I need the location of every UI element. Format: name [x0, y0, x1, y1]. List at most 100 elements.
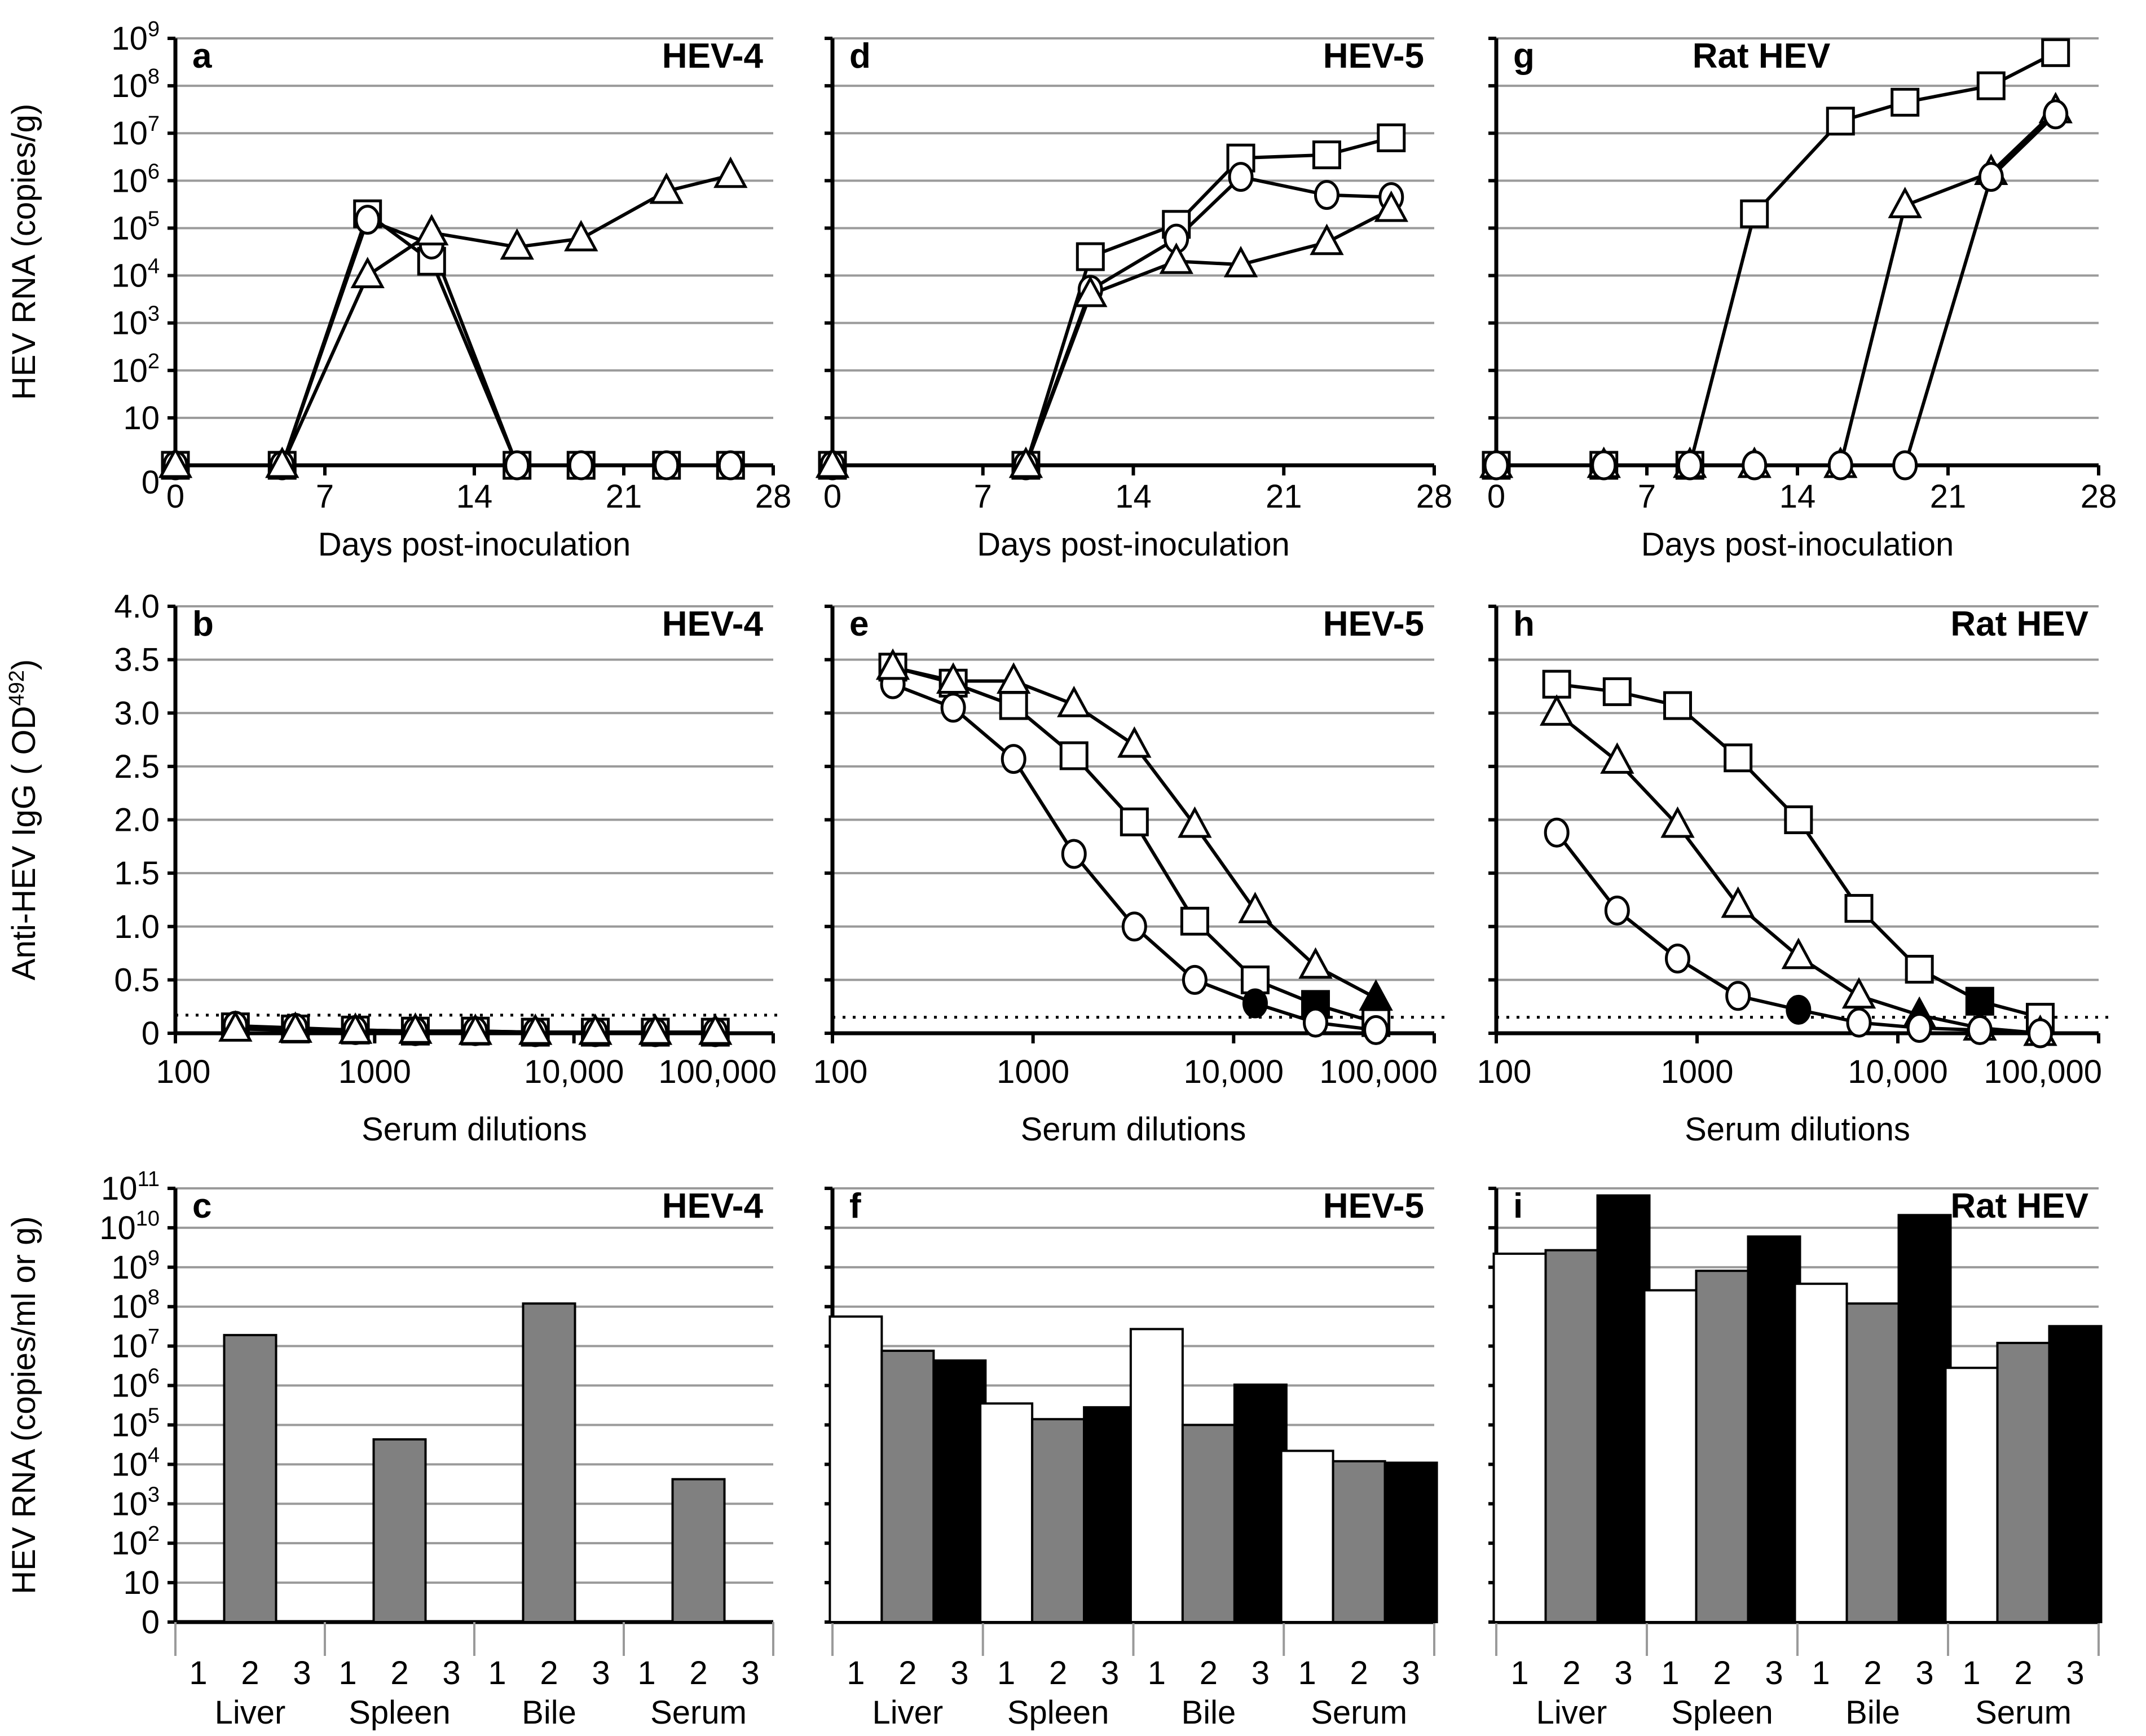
tick-base: 10	[111, 162, 148, 199]
series-line-square	[892, 665, 1377, 1024]
tick-base: 10	[111, 258, 148, 294]
marker-square	[1905, 954, 1934, 984]
bar-index-label: 2	[2014, 1655, 2032, 1691]
y-tick-label: 104	[111, 1443, 160, 1483]
marker-circle	[1001, 744, 1026, 774]
panel-d: d HEV-5 0 7 14 21 28 Days post-inoculation	[815, 37, 1452, 563]
marker-circle	[717, 450, 743, 481]
tick-exponent: 4	[148, 1443, 160, 1467]
marker-triangle	[398, 1012, 433, 1044]
marker-triangle	[500, 228, 534, 260]
marker-circle	[1978, 162, 2004, 192]
marker-circle	[504, 450, 530, 481]
bar-index-label: 2	[898, 1655, 916, 1691]
y-tick-label: 10	[123, 1565, 160, 1601]
x-tick-label: 1000	[338, 1054, 411, 1090]
marker-circle	[1742, 450, 1768, 481]
y-axis-title-part: Anti-HEV IgG ( OD	[6, 706, 42, 981]
x-tick-label: 7	[1638, 478, 1656, 515]
tick-exponent: 5	[148, 1404, 160, 1427]
y-tick-label: 108	[111, 65, 160, 104]
bar-liver-3	[1596, 1194, 1651, 1623]
marker-circle	[2043, 99, 2069, 130]
y-axis-title: Anti-HEV IgG ( OD492)	[5, 659, 42, 980]
series-line-circle	[175, 217, 731, 467]
marker-triangle	[1600, 742, 1634, 774]
y-tick-label: 4.0	[114, 588, 160, 625]
x-axis-title: Days post-inoculation	[318, 526, 631, 563]
x-tick-label: 0	[166, 478, 184, 515]
marker-square	[1312, 140, 1341, 170]
tick-base: 10	[111, 1289, 148, 1325]
marker-triangle	[278, 1011, 312, 1043]
marker-square	[1724, 743, 1753, 773]
marker-circle	[1967, 1015, 1993, 1045]
marker-square	[1784, 805, 1813, 834]
bar-bile-1	[1794, 1283, 1848, 1623]
x-tick-label: 100,000	[1984, 1054, 2102, 1090]
y-tick-label: 0	[142, 1604, 160, 1641]
marker-circle	[1544, 817, 1570, 848]
tick-exponent: 9	[148, 1246, 160, 1270]
bar-index-label: 3	[741, 1655, 759, 1691]
marker-circle	[1061, 839, 1087, 869]
y-tick-label: 109	[111, 17, 160, 57]
series-line-circle	[832, 175, 1391, 467]
marker-triangle	[1057, 685, 1091, 717]
tick-exponent: 8	[148, 1286, 160, 1310]
tick-base: 10	[111, 1328, 148, 1365]
tick-base: 10	[123, 1565, 160, 1601]
marker-circle	[940, 693, 966, 723]
bar-serum-1	[1280, 1449, 1334, 1624]
category-label: Spleen	[1671, 1694, 1773, 1731]
x-tick-label: 100	[813, 1054, 868, 1090]
marker-circle	[1483, 450, 1509, 481]
marker-circle	[1182, 964, 1208, 995]
tick-base: 0	[142, 1604, 160, 1641]
tick-base: 10	[111, 305, 148, 342]
x-tick-label: 21	[606, 478, 642, 515]
tick-base: 10	[111, 353, 148, 389]
y-tick-label: 0	[142, 1015, 160, 1052]
marker-triangle	[875, 648, 910, 680]
marker-circle	[568, 450, 594, 481]
series-line-triangle	[1496, 109, 2057, 467]
x-tick-label: 10,000	[1848, 1054, 1947, 1090]
panel-letter: a	[192, 37, 212, 76]
tick-exponent: 11	[138, 1167, 160, 1191]
marker-triangle	[1660, 806, 1695, 838]
tick-exponent: 10	[136, 1207, 160, 1231]
tick-base: 10	[111, 1368, 148, 1404]
bar-spleen-2	[1695, 1270, 1750, 1623]
category-label: Bile	[1182, 1694, 1236, 1731]
marker-square	[2041, 38, 2070, 67]
tick-base: 10	[111, 1407, 148, 1443]
marker-circle	[1604, 895, 1630, 926]
bar-index-label: 3	[442, 1655, 460, 1691]
marker-triangle	[1781, 937, 1816, 970]
panel-title: HEV-4	[662, 605, 764, 644]
bar-spleen-3	[1747, 1235, 1801, 1624]
marker-circle	[1906, 1013, 1932, 1043]
tick-base: 10	[111, 1446, 148, 1483]
bar-index-label: 3	[1101, 1655, 1119, 1691]
bar-serum-1	[1944, 1367, 1999, 1624]
x-tick-label: 21	[1266, 478, 1302, 515]
y-tick-label: 106	[111, 1365, 160, 1404]
bar-serum-2	[671, 1478, 726, 1623]
bar-serum-3	[2048, 1325, 2103, 1623]
series-line-square	[832, 136, 1392, 467]
y-tick-label: 103	[111, 1483, 160, 1522]
marker-triangle	[415, 214, 449, 246]
x-tick-label: 14	[1779, 478, 1816, 515]
marker-triangle	[1539, 694, 1574, 726]
x-tick-label: 28	[2081, 478, 2117, 515]
tick-base: 10	[99, 1210, 136, 1246]
y-axis-title: HEV RNA (copies/g)	[6, 104, 42, 400]
marker-triangle	[518, 1013, 553, 1045]
category-label: Liver	[872, 1694, 944, 1731]
y-tick-label: 0.5	[114, 962, 160, 998]
bar-index-label: 3	[1765, 1655, 1783, 1691]
series-line-circle	[1496, 113, 2057, 467]
